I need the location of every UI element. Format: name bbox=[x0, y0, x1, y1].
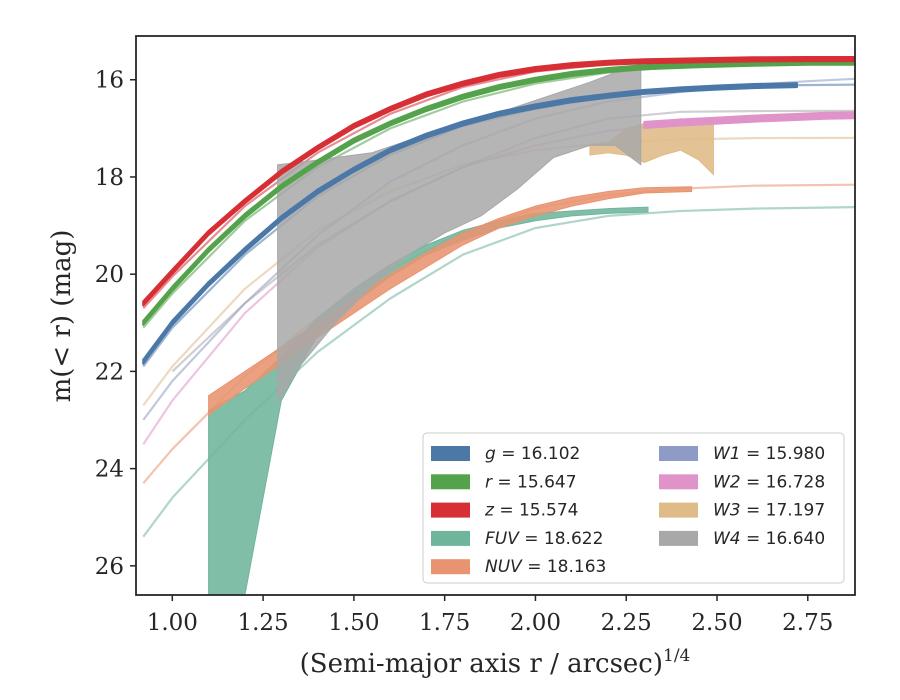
legend-swatch bbox=[659, 502, 698, 518]
profile-r bbox=[142, 59, 855, 326]
y-tick-label: 26 bbox=[95, 554, 124, 580]
legend-label: W3 = 17.197 bbox=[713, 501, 825, 521]
y-tick-label: 22 bbox=[95, 359, 124, 385]
legend-label: W1 = 15.980 bbox=[713, 444, 825, 464]
legend-swatch bbox=[431, 530, 470, 546]
x-tick-label: 2.75 bbox=[782, 610, 833, 636]
y-tick-label: 16 bbox=[95, 68, 124, 94]
legend-item: W1 = 15.980 bbox=[659, 444, 825, 464]
plot-area bbox=[142, 56, 855, 595]
x-tick-label: 1.25 bbox=[237, 610, 288, 636]
legend-swatch bbox=[659, 474, 698, 490]
legend-item: FUV = 18.622 bbox=[431, 529, 603, 549]
profile-g bbox=[142, 82, 798, 365]
legend-label: W2 = 16.728 bbox=[713, 472, 825, 492]
plot-frame bbox=[135, 35, 856, 596]
legend-label: g = 16.102 bbox=[485, 444, 580, 464]
x-axis: 1.00 1.25 1.50 1.75 2.00 2.25 2.50 2.75 bbox=[147, 595, 833, 636]
legend-item: NUV = 18.163 bbox=[431, 557, 606, 577]
band-nuv bbox=[208, 186, 693, 417]
x-tick-label: 2.00 bbox=[510, 610, 561, 636]
legend-swatch bbox=[431, 474, 470, 490]
legend-label: W4 = 16.640 bbox=[713, 529, 825, 549]
y-tick-label: 20 bbox=[95, 262, 124, 288]
x-tick-label: 1.50 bbox=[328, 610, 379, 636]
legend-label: r = 15.647 bbox=[485, 472, 577, 492]
legend-item: W2 = 16.728 bbox=[659, 472, 825, 492]
x-tick-label: 1.00 bbox=[147, 610, 198, 636]
y-tick-label: 18 bbox=[95, 165, 124, 191]
legend-swatch bbox=[431, 446, 470, 461]
y-tick-label: 24 bbox=[95, 457, 124, 483]
legend-label: NUV = 18.163 bbox=[485, 557, 606, 577]
legend-swatch bbox=[659, 446, 698, 461]
y-axis: 16 18 20 22 24 26 bbox=[95, 68, 136, 580]
legend-item: W3 = 17.197 bbox=[659, 501, 825, 521]
legend-item: z = 15.574 bbox=[431, 501, 578, 521]
legend-swatch bbox=[431, 559, 470, 575]
legend-swatch bbox=[659, 530, 698, 546]
legend-item: W4 = 16.640 bbox=[659, 529, 825, 549]
profile-w2 bbox=[643, 111, 855, 129]
legend-item: g = 16.102 bbox=[431, 444, 580, 464]
y-axis-label: m(< r) (mag) bbox=[47, 230, 77, 403]
x-axis-label: (Semi-major axis r / arcsec)1/4 bbox=[300, 646, 691, 679]
legend: g = 16.102 r = 15.647 z = 15.574 FUV = 18.6… bbox=[422, 432, 845, 584]
legend-label: z = 15.574 bbox=[484, 501, 578, 521]
profile-z bbox=[142, 56, 855, 307]
legend-box bbox=[422, 432, 845, 584]
legend-label: FUV = 18.622 bbox=[485, 529, 603, 549]
legend-item: r = 15.647 bbox=[431, 472, 577, 492]
x-tick-label: 2.25 bbox=[601, 610, 652, 636]
x-tick-label: 2.50 bbox=[691, 610, 742, 636]
x-tick-label: 1.75 bbox=[419, 610, 470, 636]
legend-swatch bbox=[431, 502, 470, 518]
